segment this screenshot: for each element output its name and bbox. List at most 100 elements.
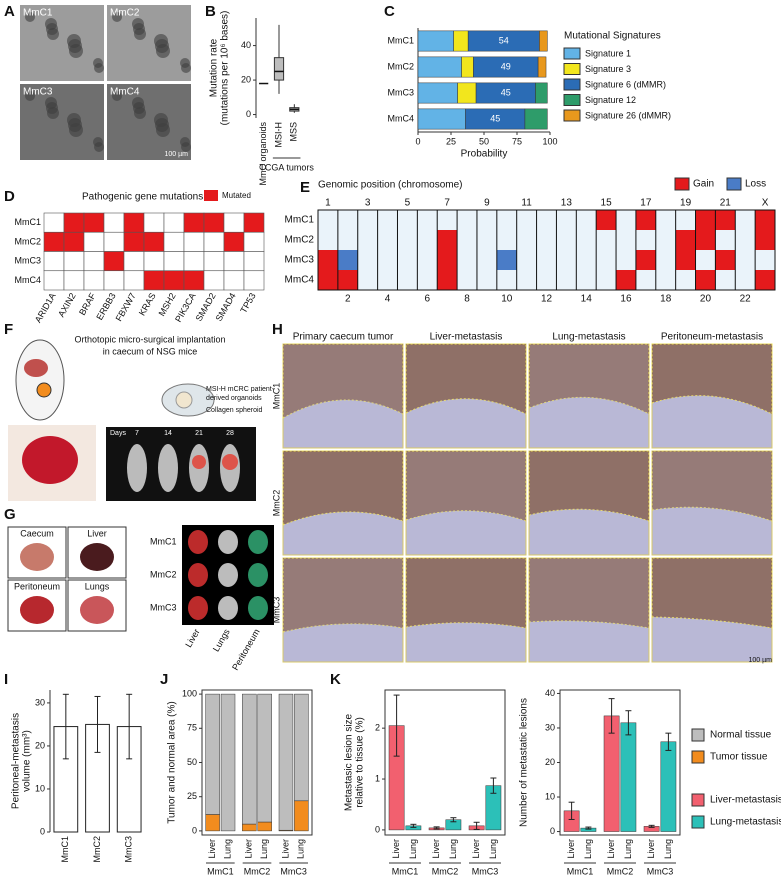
cell [635, 250, 656, 270]
row-label: MmC2 [15, 236, 42, 246]
organoid [112, 12, 122, 22]
y-tick-label: 0 [192, 825, 197, 835]
row-label: MmC2 [271, 490, 281, 517]
cell [735, 230, 756, 250]
cell [223, 212, 245, 233]
legend-label: Normal tissue [710, 730, 772, 741]
bar-segment [535, 82, 548, 104]
organoid [67, 34, 81, 48]
cell [755, 230, 775, 250]
sample-label: MmC4 [110, 87, 140, 98]
cell [63, 270, 85, 291]
y-tick-label: 1 [375, 773, 380, 783]
organ-image [248, 530, 268, 554]
bar-segment [417, 56, 462, 78]
y-tick-label: 20 [545, 757, 555, 767]
cell [457, 270, 477, 290]
y-tick-label: 10 [35, 783, 45, 793]
cell [63, 251, 85, 272]
data-label: 54 [499, 35, 509, 45]
legend-swatch [563, 47, 581, 60]
cell [43, 212, 65, 233]
panel-letter: E [300, 179, 310, 196]
organoid [93, 137, 103, 147]
panel-letter: J [160, 671, 168, 688]
day-label: 14 [164, 430, 172, 437]
cell [755, 250, 775, 270]
cell [616, 230, 636, 250]
y-tick-label: 0 [246, 109, 251, 119]
organoid-label: MSI-H mCRC patient- [206, 386, 275, 393]
legend-swatch [563, 109, 581, 122]
chromosome-label: 19 [680, 198, 692, 209]
cell [576, 230, 597, 250]
y-axis-label: (mutations per 10⁶ bases) [220, 11, 231, 126]
y-tick-label: MmC2 [388, 61, 415, 71]
sample-label: MmC3 [150, 602, 177, 612]
legend-swatch [204, 190, 218, 201]
cell [397, 210, 418, 230]
data-label: 49 [501, 61, 511, 71]
y-axis-label: Mutation rate [209, 38, 220, 97]
group-label: MmC1 [207, 866, 234, 876]
cell [103, 231, 125, 252]
x-tick-label: Liver [280, 839, 290, 859]
y-tick-label: MmC4 [388, 113, 415, 123]
day-label: 21 [195, 430, 203, 437]
organ-image [218, 563, 238, 587]
cell [417, 210, 438, 230]
chromosome-label: 11 [521, 198, 532, 209]
y-tick-label: 0 [550, 826, 555, 836]
cell [243, 251, 265, 272]
chromosome-label: 4 [385, 294, 391, 305]
x-tick-label: Liver [244, 839, 254, 859]
bar-segment [417, 30, 454, 52]
cell [377, 210, 398, 230]
signal [192, 455, 206, 469]
column-label: AXIN2 [56, 291, 78, 319]
cell [43, 231, 65, 252]
cell [163, 231, 185, 252]
y-tick-label: 0 [375, 824, 380, 834]
chromosome-label: 12 [541, 294, 553, 305]
spheroid-label: Collagen spheroid [206, 407, 263, 414]
data-label: 45 [490, 113, 500, 123]
photo-organ [22, 436, 78, 484]
legend-label: Loss [745, 179, 766, 190]
x-tick-label: Lung [259, 839, 269, 859]
cell [496, 270, 517, 290]
organ [20, 543, 54, 571]
x-tick-label: MSS [289, 122, 299, 142]
y-tick-label: 10 [545, 791, 555, 801]
column-label: BRAF [77, 291, 98, 317]
row-label: MmC3 [15, 256, 42, 266]
organ-image [218, 530, 238, 554]
f-title: in caecum of NSG mice [103, 346, 198, 356]
legend-swatch [691, 750, 705, 764]
y-tick-label: 2 [375, 723, 380, 733]
cell [536, 250, 557, 270]
cell [417, 230, 438, 250]
cell [576, 270, 597, 290]
x-tick-label: 50 [479, 136, 489, 146]
bar [620, 722, 637, 832]
cell [203, 231, 225, 252]
organoid [154, 113, 168, 127]
x-tick-label: Liver [207, 839, 217, 859]
bar-segment [242, 823, 257, 832]
organoid [180, 137, 190, 147]
bar-segment [220, 693, 236, 832]
cell [476, 210, 497, 230]
x-tick-label: MmC1 [60, 836, 70, 863]
chromosome-label: 16 [620, 294, 632, 305]
tissue-label: Liver [183, 627, 201, 649]
cell [695, 210, 716, 230]
bar-segment [524, 108, 548, 130]
column-header: Primary caecum tumor [293, 332, 394, 343]
organ-image [218, 596, 238, 620]
y-axis-label: Tumor and normal area (%) [167, 701, 178, 823]
bar-segment [417, 82, 458, 104]
bar-segment [537, 56, 547, 78]
cell [457, 210, 477, 230]
cell [103, 212, 125, 233]
